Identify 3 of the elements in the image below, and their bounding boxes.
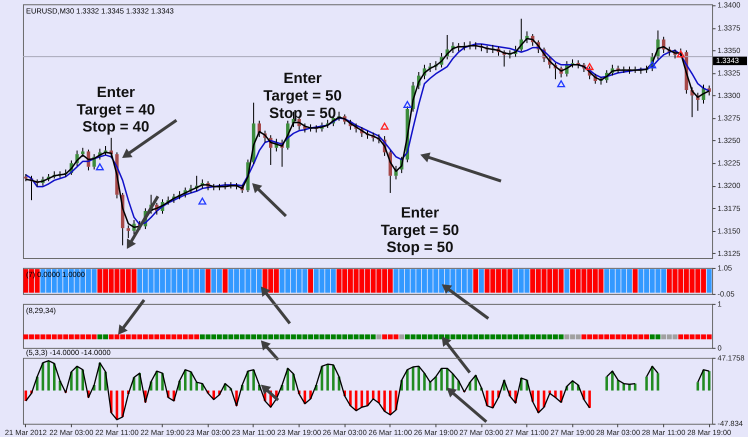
annotation: Enter Target = 40 Stop = 40 bbox=[76, 84, 156, 136]
annotation: Enter Target = 50 Stop = 50 bbox=[380, 204, 460, 256]
annotation: Enter Target = 50 Stop = 50 bbox=[263, 70, 342, 122]
